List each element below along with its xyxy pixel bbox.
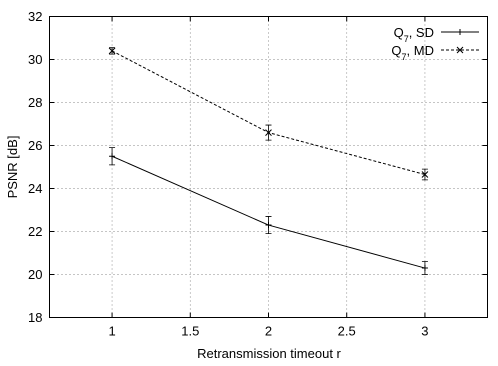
x-axis-label: Retransmission timeout r <box>197 346 341 361</box>
legend-label: Q7, SD <box>394 25 434 44</box>
data-point <box>108 47 116 55</box>
x-tick-label: 2.5 <box>338 324 356 339</box>
y-tick-label: 32 <box>28 9 42 24</box>
y-tick-label: 18 <box>28 310 42 325</box>
x-tick-label: 3 <box>421 324 428 339</box>
y-tick-label: 30 <box>28 52 42 67</box>
y-tick-label: 20 <box>28 267 42 282</box>
plot-frame <box>49 16 488 318</box>
x-tick-label: 1 <box>108 324 115 339</box>
y-tick-label: 22 <box>28 224 42 239</box>
y-tick-label: 24 <box>28 181 42 196</box>
y-axis-label: PSNR [dB] <box>5 136 20 199</box>
grid <box>49 16 488 318</box>
series-layer <box>108 47 429 275</box>
data-point <box>109 153 116 160</box>
y-tick-label: 26 <box>28 138 42 153</box>
data-point <box>421 265 428 272</box>
data-point <box>265 222 272 229</box>
axis-ticks: 18 20 22 24 26 28 30 32 1 1.5 2 2.5 3 <box>28 9 488 339</box>
x-tick-label: 1.5 <box>181 324 199 339</box>
data-point <box>265 129 272 136</box>
legend-marker <box>456 46 464 54</box>
legend-marker <box>457 29 463 35</box>
data-point <box>421 171 429 178</box>
y-tick-label: 28 <box>28 95 42 110</box>
x-tick-label: 2 <box>265 324 272 339</box>
